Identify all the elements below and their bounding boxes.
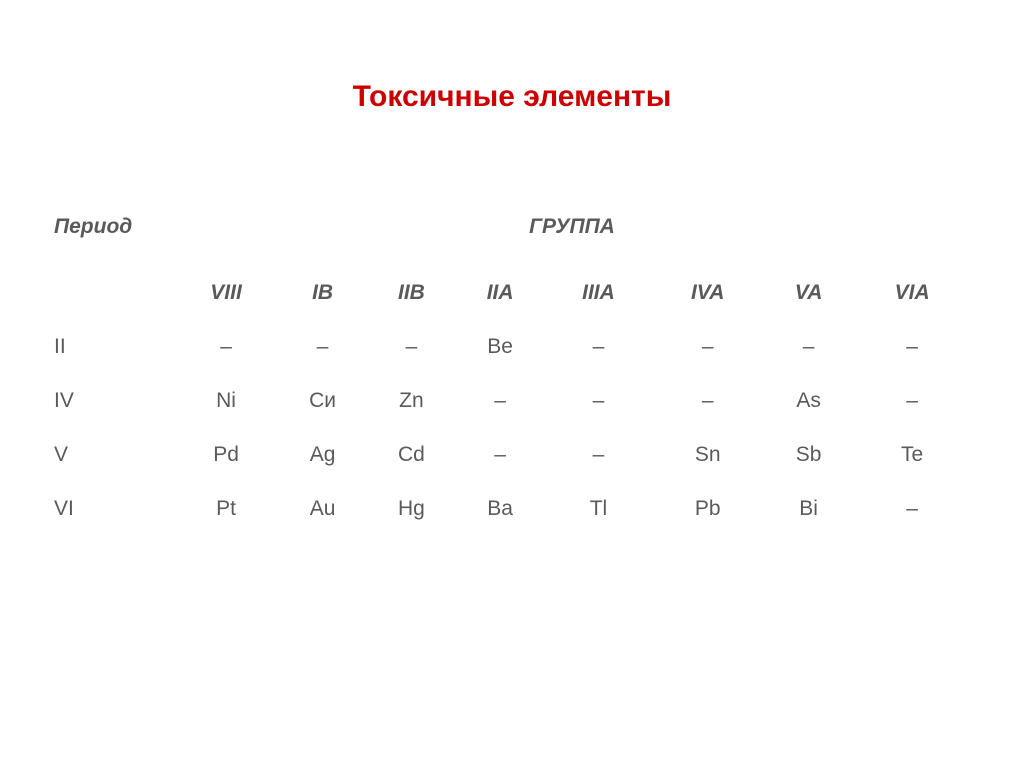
element-cell: Tl	[544, 482, 652, 536]
column-headers-row: VIII IB IIB IIA IIIA IVA VA VIA	[50, 266, 970, 320]
column-header: VIA	[854, 266, 970, 320]
element-cell: –	[367, 320, 456, 374]
element-cell: Pt	[174, 482, 278, 536]
table-row: VI Pt Au Hg Ba Tl Pb Bi –	[50, 482, 970, 536]
element-cell: –	[544, 374, 652, 428]
column-header-blank	[50, 266, 174, 320]
element-cell: –	[456, 374, 545, 428]
period-cell: VI	[50, 482, 174, 536]
element-cell: Ba	[456, 482, 545, 536]
element-cell: Au	[278, 482, 367, 536]
element-cell: Sb	[763, 428, 854, 482]
element-cell: Cи	[278, 374, 367, 428]
column-header: IIB	[367, 266, 456, 320]
column-header: IB	[278, 266, 367, 320]
element-cell: Zn	[367, 374, 456, 428]
element-cell: Be	[456, 320, 545, 374]
element-cell: Ni	[174, 374, 278, 428]
element-cell: –	[763, 320, 854, 374]
table-row: V Pd Ag Cd – – Sn Sb Te	[50, 428, 970, 482]
header-row-1: Период ГРУППА	[50, 200, 970, 254]
group-header: ГРУППА	[174, 200, 970, 254]
period-cell: IV	[50, 374, 174, 428]
elements-table-wrap: Период ГРУППА VIII IB IIB IIA IIIA IVA V…	[50, 200, 970, 536]
elements-table: Период ГРУППА VIII IB IIB IIA IIIA IVA V…	[50, 200, 970, 536]
element-cell: –	[544, 428, 652, 482]
element-cell: Sn	[652, 428, 763, 482]
slide: Токсичные элементы Период ГРУППА VIII IB…	[0, 0, 1024, 768]
column-header: IIA	[456, 266, 545, 320]
column-header: VIII	[174, 266, 278, 320]
element-cell: Te	[854, 428, 970, 482]
element-cell: –	[652, 320, 763, 374]
column-header: IIIA	[544, 266, 652, 320]
element-cell: Hg	[367, 482, 456, 536]
spacer-row	[50, 254, 970, 266]
element-cell: Pb	[652, 482, 763, 536]
period-cell: V	[50, 428, 174, 482]
element-cell: Cd	[367, 428, 456, 482]
element-cell: –	[652, 374, 763, 428]
column-header: IVA	[652, 266, 763, 320]
period-header: Период	[50, 200, 174, 254]
element-cell: –	[174, 320, 278, 374]
slide-title: Токсичные элементы	[0, 80, 1024, 114]
period-cell: II	[50, 320, 174, 374]
element-cell: Ag	[278, 428, 367, 482]
element-cell: –	[544, 320, 652, 374]
column-header: VA	[763, 266, 854, 320]
element-cell: –	[854, 482, 970, 536]
element-cell: Bi	[763, 482, 854, 536]
element-cell: –	[854, 320, 970, 374]
element-cell: –	[854, 374, 970, 428]
element-cell: –	[278, 320, 367, 374]
element-cell: As	[763, 374, 854, 428]
table-row: II – – – Be – – – –	[50, 320, 970, 374]
table-row: IV Ni Cи Zn – – – As –	[50, 374, 970, 428]
element-cell: –	[456, 428, 545, 482]
element-cell: Pd	[174, 428, 278, 482]
